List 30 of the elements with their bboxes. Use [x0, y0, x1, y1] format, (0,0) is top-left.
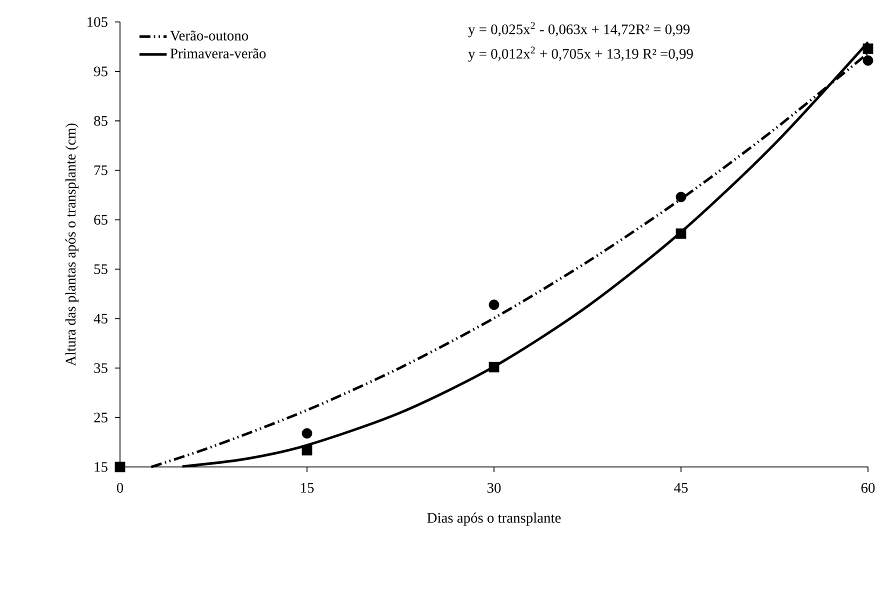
point — [488, 300, 500, 310]
point — [676, 228, 686, 239]
x-tick-label: 15 — [301, 482, 314, 493]
y-axis-title: Altura das plantas após o transplante (cm) — [65, 124, 78, 366]
annotation: y = 0,012x$^{2}$ + 0,705x + 13,19 R² =0,99 — [468, 46, 693, 62]
point — [862, 43, 874, 54]
y-tick-label: 35 — [94, 363, 108, 373]
x-tick-label: 45 — [674, 482, 688, 493]
point — [676, 192, 686, 202]
annotation: y = 0,025x$^{2}$ - 0,063x + 14,72R² = 0,99 — [468, 22, 690, 38]
y-tick-label: 45 — [94, 314, 108, 324]
legend-label: Verão-outono — [170, 30, 248, 41]
y-tick-label: 85 — [94, 116, 108, 126]
legend-label: Primavera-verão — [170, 48, 266, 58]
y-tick-label: 75 — [94, 166, 108, 176]
y-tick-label: 95 — [94, 66, 108, 76]
x-tick-label: 0 — [116, 482, 124, 493]
y-tick-label: 15 — [94, 462, 108, 472]
y-tick-label: 25 — [94, 412, 108, 422]
x-tick-label: 60 — [861, 482, 875, 493]
point — [302, 428, 312, 439]
x-tick-label: 30 — [487, 482, 501, 493]
point — [302, 444, 312, 456]
y-tick-label: 55 — [94, 264, 108, 274]
x-axis-title: Dias após o transplante — [427, 512, 561, 526]
y-tick-label: 65 — [94, 214, 108, 225]
y-tick-label: 105 — [88, 17, 108, 27]
point — [488, 362, 500, 372]
point — [862, 55, 874, 66]
point — [114, 462, 126, 472]
